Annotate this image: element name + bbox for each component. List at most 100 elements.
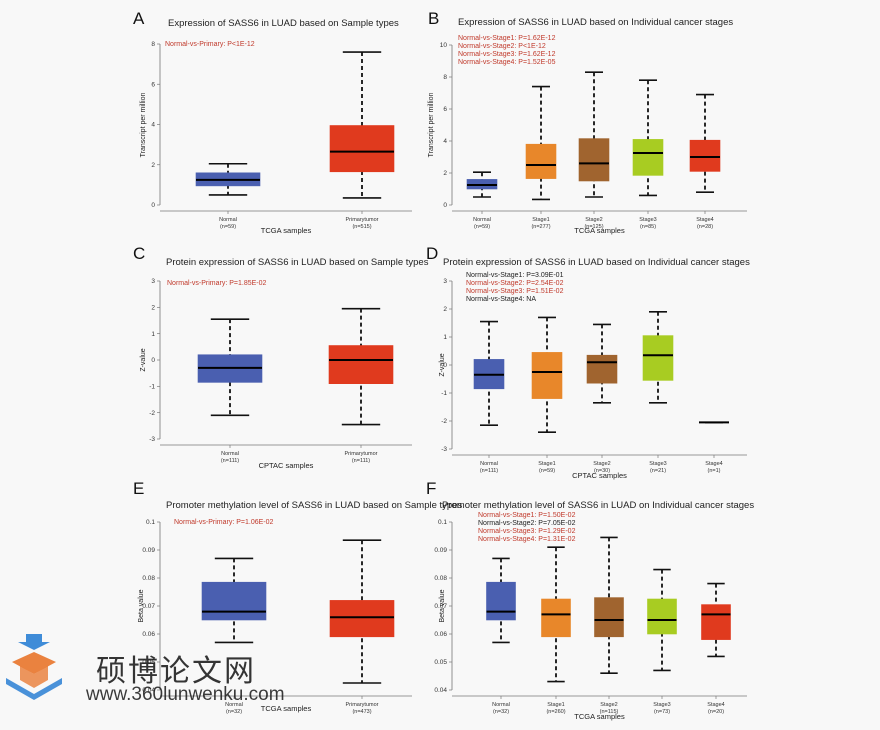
panel-f: F Promoter methylation level of SASS6 in … bbox=[426, 479, 754, 721]
x-tick-label: Primarytumor bbox=[344, 451, 377, 457]
y-tick-label: 0.06 bbox=[142, 631, 155, 638]
x-tick-label: Stage2 bbox=[600, 702, 617, 708]
panel-d: D Protein expression of SASS6 in LUAD bas… bbox=[426, 244, 750, 480]
x-axis-label: TCGA samples bbox=[574, 712, 625, 721]
box-normal bbox=[197, 318, 263, 417]
y-tick-label: 8 bbox=[443, 74, 447, 81]
y-tick-label: 1 bbox=[443, 334, 447, 341]
x-tick-label: Primarytumor bbox=[345, 217, 378, 223]
x-tick-label: Stage1 bbox=[538, 461, 555, 467]
sample-count-label: (n=85) bbox=[640, 224, 656, 230]
sample-count-label: (n=32) bbox=[493, 709, 509, 715]
y-tick-label: 0.05 bbox=[142, 659, 155, 666]
box-stage3 bbox=[642, 310, 674, 404]
box-normal bbox=[473, 320, 505, 427]
panel-b: B Expression of SASS6 in LUAD based on In… bbox=[428, 9, 747, 235]
watermark-chinese-text: 硕博论文网 bbox=[96, 654, 256, 689]
box-stage1 bbox=[531, 316, 563, 434]
box-rect bbox=[642, 335, 674, 381]
y-tick-label: 0.07 bbox=[142, 603, 155, 610]
y-tick-label: 0.1 bbox=[146, 519, 155, 526]
box-rect bbox=[578, 138, 610, 182]
y-tick-label: 0.06 bbox=[434, 631, 447, 638]
panel-label: F bbox=[426, 479, 436, 498]
box-stage3 bbox=[632, 79, 664, 197]
x-tick-label: Normal bbox=[221, 451, 239, 457]
y-tick-label: 0 bbox=[151, 357, 155, 364]
y-tick-label: 0.04 bbox=[142, 687, 155, 694]
panel-label: A bbox=[133, 9, 145, 28]
sample-count-label: (n=32) bbox=[226, 709, 242, 715]
y-tick-label: 0.1 bbox=[438, 519, 447, 526]
watermark: 硕博论文网 www.360lunwenku.com bbox=[0, 630, 300, 710]
box-normal bbox=[466, 171, 498, 198]
y-tick-label: 10 bbox=[440, 42, 448, 49]
y-tick-label: 2 bbox=[151, 305, 155, 312]
x-tick-label: Stage3 bbox=[653, 702, 670, 708]
y-tick-label: 0 bbox=[443, 362, 447, 369]
chart-title: Protein expression of SASS6 in LUAD base… bbox=[166, 257, 429, 268]
x-tick-label: Stage4 bbox=[707, 702, 724, 708]
box-rect bbox=[329, 125, 395, 173]
y-tick-label: 2 bbox=[443, 306, 447, 313]
y-tick-label: 3 bbox=[151, 278, 155, 285]
box-stage2 bbox=[594, 536, 624, 675]
box-primarytumor bbox=[329, 539, 395, 684]
x-axis-label: TCGA samples bbox=[574, 226, 625, 235]
y-tick-label: 0.08 bbox=[142, 575, 155, 582]
x-axis-label: TCGA samples bbox=[261, 704, 312, 713]
sample-count-label: (n=59) bbox=[220, 224, 236, 230]
sample-count-label: (n=111) bbox=[352, 458, 370, 464]
y-tick-label: 0.07 bbox=[434, 603, 447, 610]
y-tick-label: -3 bbox=[149, 436, 155, 443]
sample-count-label: (n=73) bbox=[654, 709, 670, 715]
y-axis-label: Transcript per million bbox=[140, 93, 147, 158]
y-axis-label: Z-value bbox=[439, 353, 446, 376]
sample-count-label: (n=473) bbox=[352, 709, 371, 715]
p-value-annotation: Normal-vs-Stage2: P=7.05E-02 bbox=[478, 520, 576, 527]
y-tick-label: 4 bbox=[443, 138, 447, 145]
box-stage1 bbox=[541, 546, 571, 683]
y-tick-label: -3 bbox=[441, 446, 447, 453]
sample-count-label: (n=59) bbox=[539, 468, 555, 474]
box-rect bbox=[586, 354, 618, 384]
y-axis-label: Beta value bbox=[439, 589, 446, 622]
x-axis-label: TCGA samples bbox=[261, 226, 312, 235]
x-tick-label: Normal bbox=[219, 217, 237, 223]
sample-count-label: (n=111) bbox=[221, 458, 239, 464]
p-value-annotation: Normal-vs-Primary: P=1.85E-02 bbox=[167, 280, 266, 287]
y-tick-label: -2 bbox=[441, 418, 447, 425]
p-value-annotation: Normal-vs-Primary: P<1E-12 bbox=[165, 41, 255, 48]
chart-title: Protein expression of SASS6 in LUAD base… bbox=[443, 257, 750, 268]
box-stage4 bbox=[701, 582, 731, 658]
panel-c: C Protein expression of SASS6 in LUAD bas… bbox=[133, 244, 429, 470]
sample-count-label: (n=28) bbox=[697, 224, 713, 230]
box-rect bbox=[329, 600, 395, 638]
y-tick-label: 2 bbox=[443, 170, 447, 177]
sample-count-label: (n=1) bbox=[708, 468, 721, 474]
y-tick-label: 3 bbox=[443, 278, 447, 285]
p-value-annotation: Normal-vs-Stage3: P=1.29E-02 bbox=[478, 528, 576, 535]
y-tick-label: -2 bbox=[149, 410, 155, 417]
box-rect bbox=[689, 139, 721, 172]
x-tick-label: Normal bbox=[225, 702, 243, 708]
sample-count-label: (n=59) bbox=[474, 224, 490, 230]
panel-label: D bbox=[426, 244, 438, 263]
p-value-annotation: Normal-vs-Stage3: P=1.51E-02 bbox=[466, 288, 564, 295]
x-axis-label: CPTAC samples bbox=[572, 471, 627, 480]
x-tick-label: Normal bbox=[492, 702, 510, 708]
box-stage2 bbox=[586, 323, 618, 404]
y-tick-label: 2 bbox=[151, 162, 155, 169]
y-tick-label: 6 bbox=[443, 106, 447, 113]
chart-title: Promoter methylation level of SASS6 in L… bbox=[442, 500, 754, 511]
p-value-annotation: Normal-vs-Stage2: P<1E-12 bbox=[458, 43, 546, 50]
box-stage1 bbox=[525, 85, 557, 201]
box-rect bbox=[647, 598, 677, 635]
sample-count-label: (n=115) bbox=[600, 709, 619, 715]
sample-count-label: (n=125) bbox=[584, 224, 603, 230]
box-rect bbox=[632, 139, 664, 176]
x-tick-label: Stage2 bbox=[593, 461, 610, 467]
y-tick-label: 0.08 bbox=[434, 575, 447, 582]
graduation-cap-logo-icon bbox=[6, 634, 62, 700]
